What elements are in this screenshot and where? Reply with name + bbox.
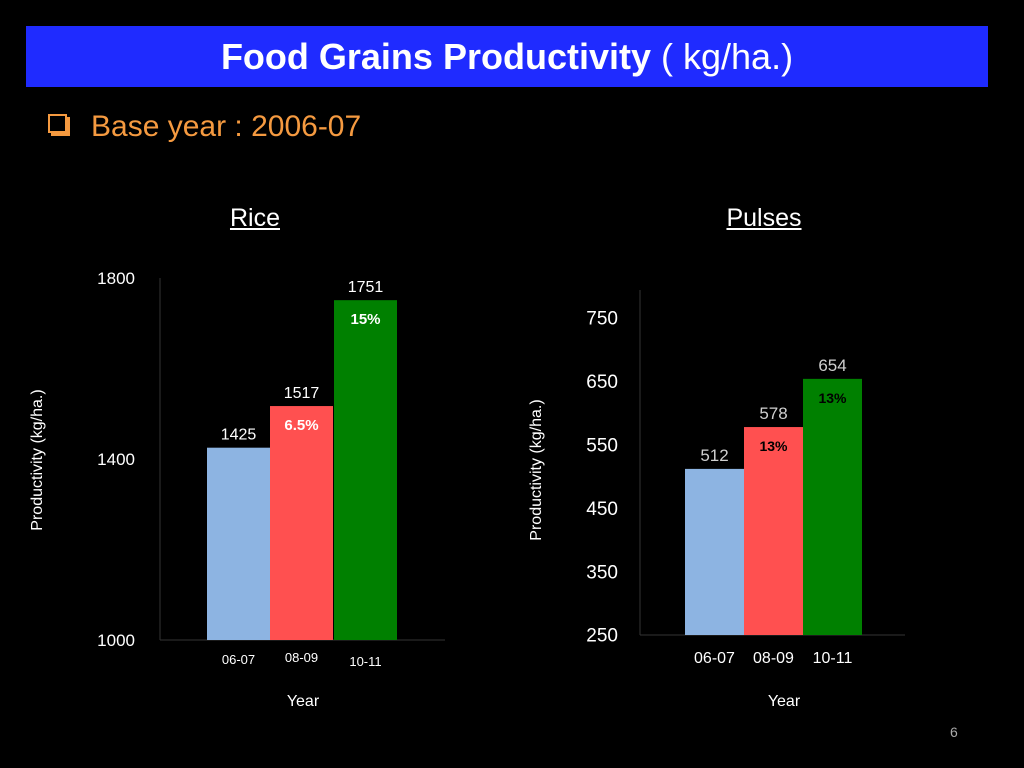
pulses-category-label: 10-11 <box>813 650 853 667</box>
rice-y-tick-label: 1800 <box>97 269 135 288</box>
rice-bar-06-07 <box>207 447 270 640</box>
pulses-bar-08-09 <box>744 427 803 635</box>
base-year-bullet: Base year : 2006-07 <box>48 110 361 150</box>
pulses-x-axis-label: Year <box>768 693 801 710</box>
pulses-chart-title: Pulses <box>726 204 802 232</box>
pulses-value-label: 654 <box>818 356 846 375</box>
slide-title-unit: ( kg/ha.) <box>661 36 794 77</box>
pulses-y-axis-label: Productivity (kg/ha.) <box>528 399 545 540</box>
rice-bar-08-09 <box>270 406 333 640</box>
pulses-bar-10-11 <box>803 378 862 635</box>
pulses-y-tick-label: 650 <box>586 372 618 393</box>
rice-category-label: 08-09 <box>285 650 318 665</box>
rice-bar-10-11 <box>334 300 397 640</box>
page-number: 6 <box>950 724 958 740</box>
pulses-value-label: 512 <box>700 446 728 465</box>
rice-change-label: 15% <box>350 311 380 328</box>
pulses-change-label: 13% <box>759 438 788 454</box>
rice-category-label: 06-07 <box>222 652 255 667</box>
pulses-y-tick-label: 350 <box>586 562 618 583</box>
pulses-y-tick-label: 250 <box>586 626 618 647</box>
rice-category-label: 10-11 <box>349 654 381 669</box>
rice-change-label: 6.5% <box>284 417 318 434</box>
rice-y-tick-label: 1400 <box>97 450 135 469</box>
pulses-category-label: 06-07 <box>694 650 735 667</box>
slide-title: Food Grains Productivity ( kg/ha.) <box>26 26 988 87</box>
rice-value-label: 1425 <box>221 427 257 444</box>
pulses-value-label: 578 <box>759 404 787 423</box>
rice-chart-title: Rice <box>229 204 280 232</box>
pulses-y-tick-label: 550 <box>586 435 618 456</box>
slide-title-main: Food Grains Productivity <box>220 36 651 77</box>
pulses-y-tick-label: 750 <box>586 309 618 330</box>
base-year-text: Base year : 2006-07 <box>91 110 362 143</box>
checkbox-bullet-icon <box>48 114 67 133</box>
rice-y-tick-label: 1000 <box>97 631 135 650</box>
pulses-y-tick-label: 450 <box>586 499 618 520</box>
rice-y-axis-label: Productivity (kg/ha.) <box>29 389 46 530</box>
pulses-bar-06-07 <box>685 468 744 635</box>
rice-value-label: 1517 <box>284 385 320 402</box>
pulses-change-label: 13% <box>818 390 847 406</box>
rice-value-label: 1751 <box>348 279 384 296</box>
rice-x-axis-label: Year <box>287 693 320 710</box>
pulses-category-label: 08-09 <box>753 650 794 667</box>
